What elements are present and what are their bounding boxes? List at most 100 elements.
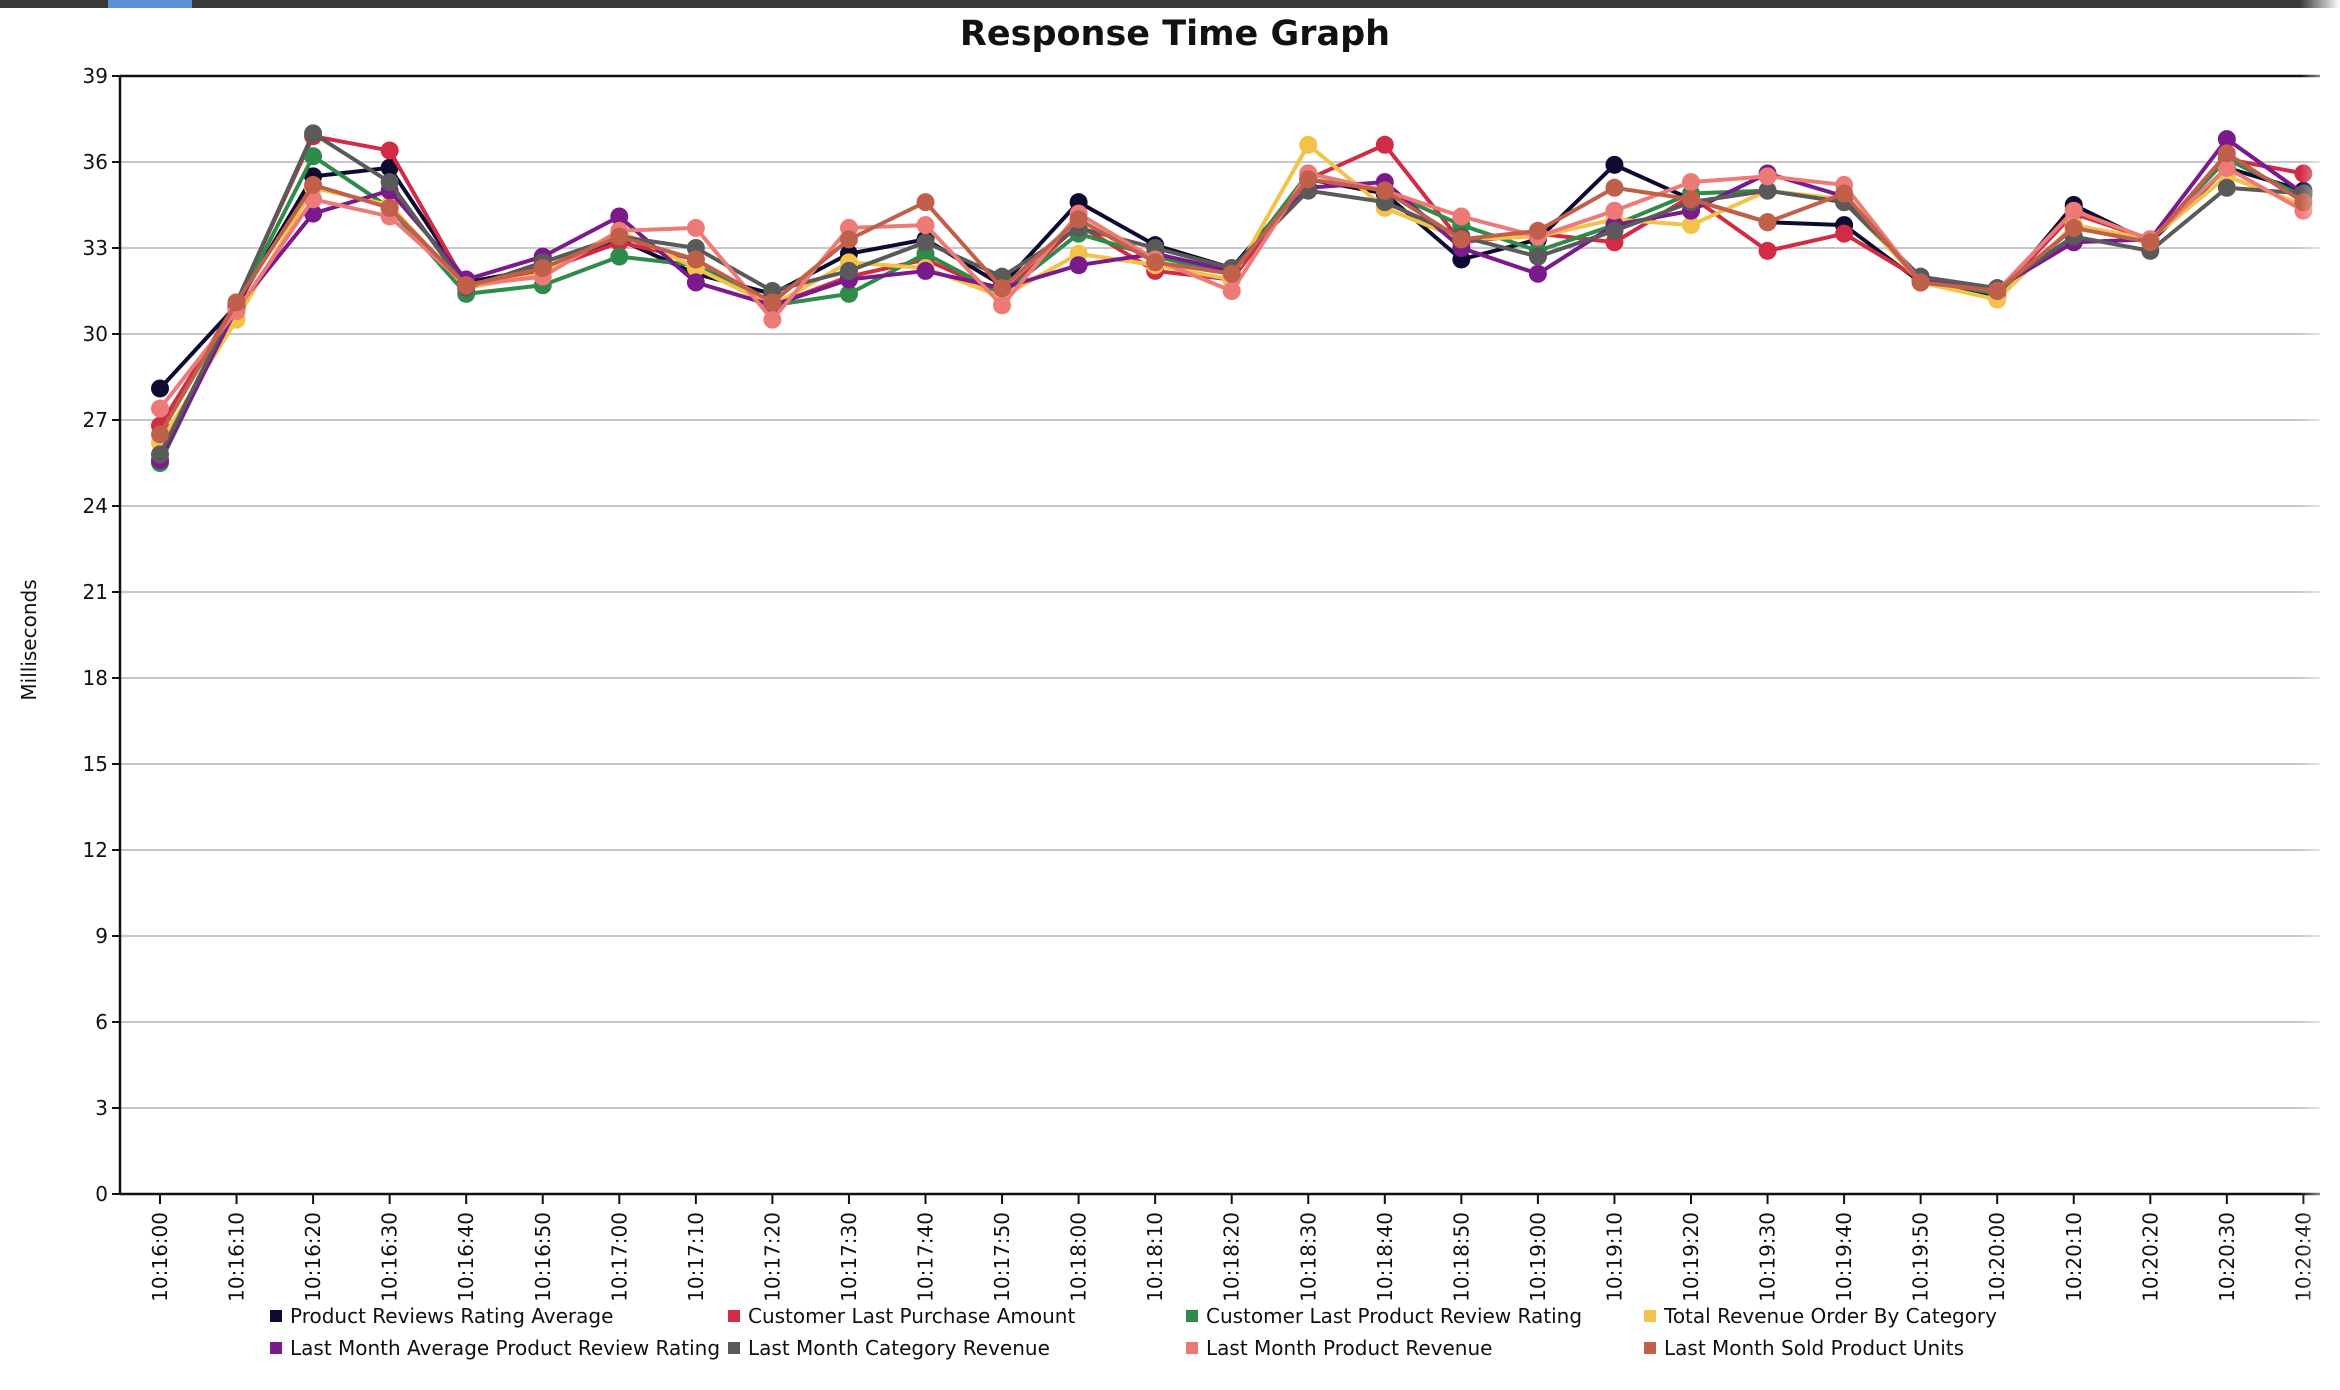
legend-label[interactable]: Last Month Product Revenue <box>1206 1336 1492 1360</box>
legend-label[interactable]: Customer Last Purchase Amount <box>748 1304 1075 1328</box>
x-tick-label: 10:19:00 <box>1526 1212 1550 1302</box>
data-point[interactable] <box>151 399 169 418</box>
x-tick-label: 10:20:40 <box>2291 1212 2315 1302</box>
data-point[interactable] <box>610 247 629 266</box>
x-tick-labels: 10:16:00 10:16:10 10:16:20 10:16:30 10:16:40… <box>148 1212 2315 1302</box>
data-point[interactable] <box>1222 282 1241 300</box>
data-point[interactable] <box>1299 170 1318 189</box>
data-point[interactable] <box>686 273 705 292</box>
data-point[interactable] <box>1758 241 1777 260</box>
data-point[interactable] <box>1605 201 1624 220</box>
legend-swatch <box>270 1310 282 1322</box>
data-point[interactable] <box>1528 264 1547 283</box>
data-point[interactable] <box>1758 181 1777 200</box>
data-point[interactable] <box>610 227 629 246</box>
x-tick-label: 10:18:50 <box>1449 1212 1473 1302</box>
data-point[interactable] <box>1835 224 1854 243</box>
x-tick-label: 10:18:30 <box>1296 1212 1320 1302</box>
data-point[interactable] <box>916 233 935 252</box>
data-point[interactable] <box>610 207 629 226</box>
y-tick-label: 3 <box>95 1096 108 1120</box>
data-point[interactable] <box>1758 213 1777 232</box>
data-point[interactable] <box>2294 193 2313 212</box>
x-tick-label: 10:20:00 <box>1985 1212 2009 1302</box>
data-point[interactable] <box>1375 135 1394 154</box>
x-tick-label: 10:17:30 <box>837 1212 861 1302</box>
data-point[interactable] <box>839 230 858 249</box>
data-point[interactable] <box>993 296 1012 315</box>
y-axis-label: Milliseconds <box>17 579 41 700</box>
data-point[interactable] <box>1682 216 1700 235</box>
data-point[interactable] <box>916 261 935 280</box>
data-point[interactable] <box>686 250 705 269</box>
axes <box>112 74 2320 1204</box>
data-point[interactable] <box>2217 130 2236 149</box>
legend-label[interactable]: Total Revenue Order By Category <box>1663 1304 1997 1328</box>
data-point[interactable] <box>1069 210 1088 229</box>
data-point[interactable] <box>1528 247 1547 266</box>
data-point[interactable] <box>1682 190 1700 209</box>
data-point[interactable] <box>2294 164 2313 183</box>
legend-swatch <box>728 1342 740 1354</box>
legend-label[interactable]: Customer Last Product Review Rating <box>1206 1304 1582 1328</box>
series-line <box>158 154 2305 464</box>
data-point[interactable] <box>2141 233 2160 252</box>
data-point[interactable] <box>304 147 323 166</box>
grid-lines <box>120 75 2320 1109</box>
data-point[interactable] <box>2217 144 2236 163</box>
data-point[interactable] <box>2217 158 2236 177</box>
data-point[interactable] <box>1988 282 2007 300</box>
x-tick-label: 10:16:40 <box>454 1212 478 1302</box>
data-point[interactable] <box>1605 178 1624 197</box>
legend-label[interactable]: Last Month Category Revenue <box>748 1336 1050 1360</box>
data-point[interactable] <box>2064 218 2083 237</box>
data-point[interactable] <box>916 216 935 235</box>
y-tick-label: 27 <box>83 408 108 432</box>
data-point[interactable] <box>533 259 552 278</box>
data-point[interactable] <box>839 284 858 303</box>
active-tab-indicator[interactable] <box>108 0 192 8</box>
x-tick-label: 10:17:10 <box>684 1212 708 1302</box>
data-point[interactable] <box>151 379 169 398</box>
data-point[interactable] <box>1605 155 1624 174</box>
y-tick-label: 0 <box>95 1182 108 1206</box>
data-point[interactable] <box>380 173 399 192</box>
x-tick-label: 10:16:30 <box>378 1212 402 1302</box>
data-point[interactable] <box>839 261 858 280</box>
data-point[interactable] <box>1375 181 1394 200</box>
data-point[interactable] <box>1146 253 1165 272</box>
legend-swatch <box>1186 1342 1198 1354</box>
data-point[interactable] <box>916 193 935 212</box>
data-point[interactable] <box>1222 264 1241 283</box>
data-point[interactable] <box>2064 201 2083 220</box>
data-point[interactable] <box>1299 135 1318 154</box>
legend-label[interactable]: Last Month Average Product Review Rating <box>290 1336 720 1360</box>
data-point[interactable] <box>686 218 705 237</box>
data-point[interactable] <box>380 158 399 177</box>
data-point[interactable] <box>1605 221 1624 240</box>
data-point[interactable] <box>304 124 323 143</box>
data-point[interactable] <box>1835 184 1854 203</box>
data-point[interactable] <box>227 293 246 312</box>
data-point[interactable] <box>304 175 323 194</box>
legend-label[interactable]: Last Month Sold Product Units <box>1664 1336 1964 1360</box>
data-point[interactable] <box>457 276 476 295</box>
data-point[interactable] <box>1528 221 1547 240</box>
data-point[interactable] <box>1069 256 1088 275</box>
legend-label[interactable]: Product Reviews Rating Average <box>290 1304 613 1328</box>
x-tick-label: 10:17:00 <box>607 1212 631 1302</box>
data-point[interactable] <box>1682 173 1700 192</box>
data-point[interactable] <box>151 425 169 444</box>
data-point[interactable] <box>380 198 399 217</box>
data-point[interactable] <box>993 279 1012 298</box>
data-point[interactable] <box>1758 167 1777 186</box>
data-point[interactable] <box>380 141 399 160</box>
data-point[interactable] <box>151 445 169 464</box>
data-point[interactable] <box>1911 273 1930 292</box>
data-point[interactable] <box>1452 230 1471 249</box>
data-point[interactable] <box>1452 207 1471 226</box>
data-point[interactable] <box>763 310 782 329</box>
data-point[interactable] <box>2217 178 2236 197</box>
data-point[interactable] <box>763 293 782 312</box>
x-tick-label: 10:16:10 <box>225 1212 249 1302</box>
